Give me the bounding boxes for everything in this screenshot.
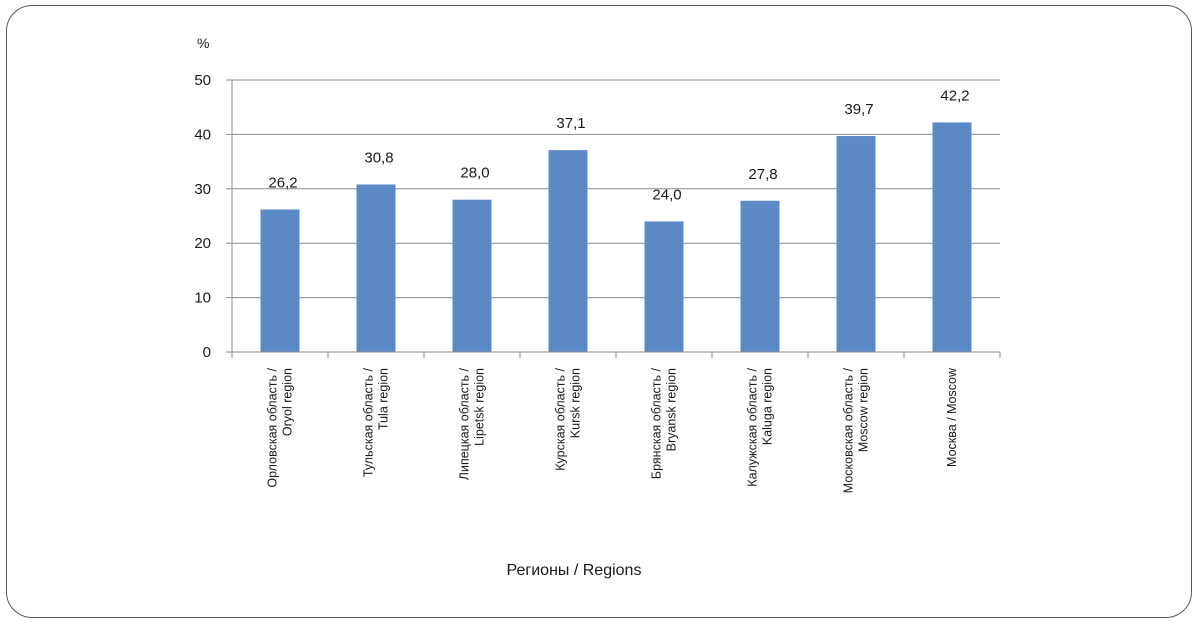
bar <box>836 136 876 352</box>
data-label: 27,8 <box>748 166 777 183</box>
category-label-line: Курская область / <box>554 367 568 470</box>
category-label-line: Липецкая область / <box>458 367 472 480</box>
data-label: 24,0 <box>652 186 681 203</box>
category-label-line: Kaluga region <box>761 368 775 445</box>
category-label-line: Lipetsk region <box>473 368 487 446</box>
data-label: 42,2 <box>940 87 969 104</box>
category-label-line: Oryol region <box>281 368 295 436</box>
category-label: Орловская область / Oryol region <box>266 367 295 487</box>
category-label-line: Калужская область / <box>746 367 760 486</box>
data-label: 30,8 <box>364 149 393 166</box>
category-label: Брянская область / Bryansk region <box>650 367 679 479</box>
category-label: Московская область / Moscow region <box>842 367 871 493</box>
bar <box>644 221 684 352</box>
y-tick-label: 20 <box>194 235 211 252</box>
bar <box>932 122 972 352</box>
category-label-line: Орловская область / <box>266 367 280 487</box>
category-label-line: Kursk region <box>569 368 583 438</box>
category-label: Курская область / Kursk region <box>554 367 583 470</box>
bars <box>260 122 972 352</box>
category-label-line: Тульская область / <box>362 367 376 477</box>
category-label-line: Tula region <box>377 368 391 430</box>
category-label-line: Московская область / <box>842 367 856 493</box>
axes <box>226 79 1001 358</box>
category-label-line: Bryansk region <box>665 368 679 451</box>
y-tick-label: 30 <box>194 181 211 198</box>
category-label: Москва / Moscow <box>945 367 959 467</box>
category-label: Тульская область / Tula region <box>362 367 391 477</box>
y-tick-label: 10 <box>194 290 211 307</box>
bar <box>452 199 492 352</box>
y-tick-label: 0 <box>203 344 211 361</box>
category-label-line: Брянская область / <box>650 367 664 479</box>
gridlines <box>232 79 1000 299</box>
bar <box>260 209 300 352</box>
data-label: 37,1 <box>556 115 585 132</box>
category-label: Калужская область / Kaluga region <box>746 367 775 486</box>
bar <box>356 184 396 352</box>
y-tick-label: 50 <box>194 72 211 89</box>
data-label: 28,0 <box>460 165 489 182</box>
bar <box>548 150 588 352</box>
bar <box>740 200 780 352</box>
labels: 0 10 20 30 40 50 26,2 Орловская область / Oryol … <box>194 72 969 493</box>
category-label: Липецкая область / Lipetsk region <box>458 367 487 480</box>
y-axis-unit-label: % <box>197 35 209 51</box>
data-label: 26,2 <box>268 174 297 191</box>
x-axis-title: Регионы / Regions <box>507 562 642 579</box>
category-label-line: Moscow region <box>857 368 871 452</box>
data-label: 39,7 <box>844 101 873 118</box>
category-label-line: Москва / Moscow <box>945 367 959 467</box>
y-tick-label: 40 <box>194 126 211 143</box>
chart-frame <box>6 5 1192 618</box>
